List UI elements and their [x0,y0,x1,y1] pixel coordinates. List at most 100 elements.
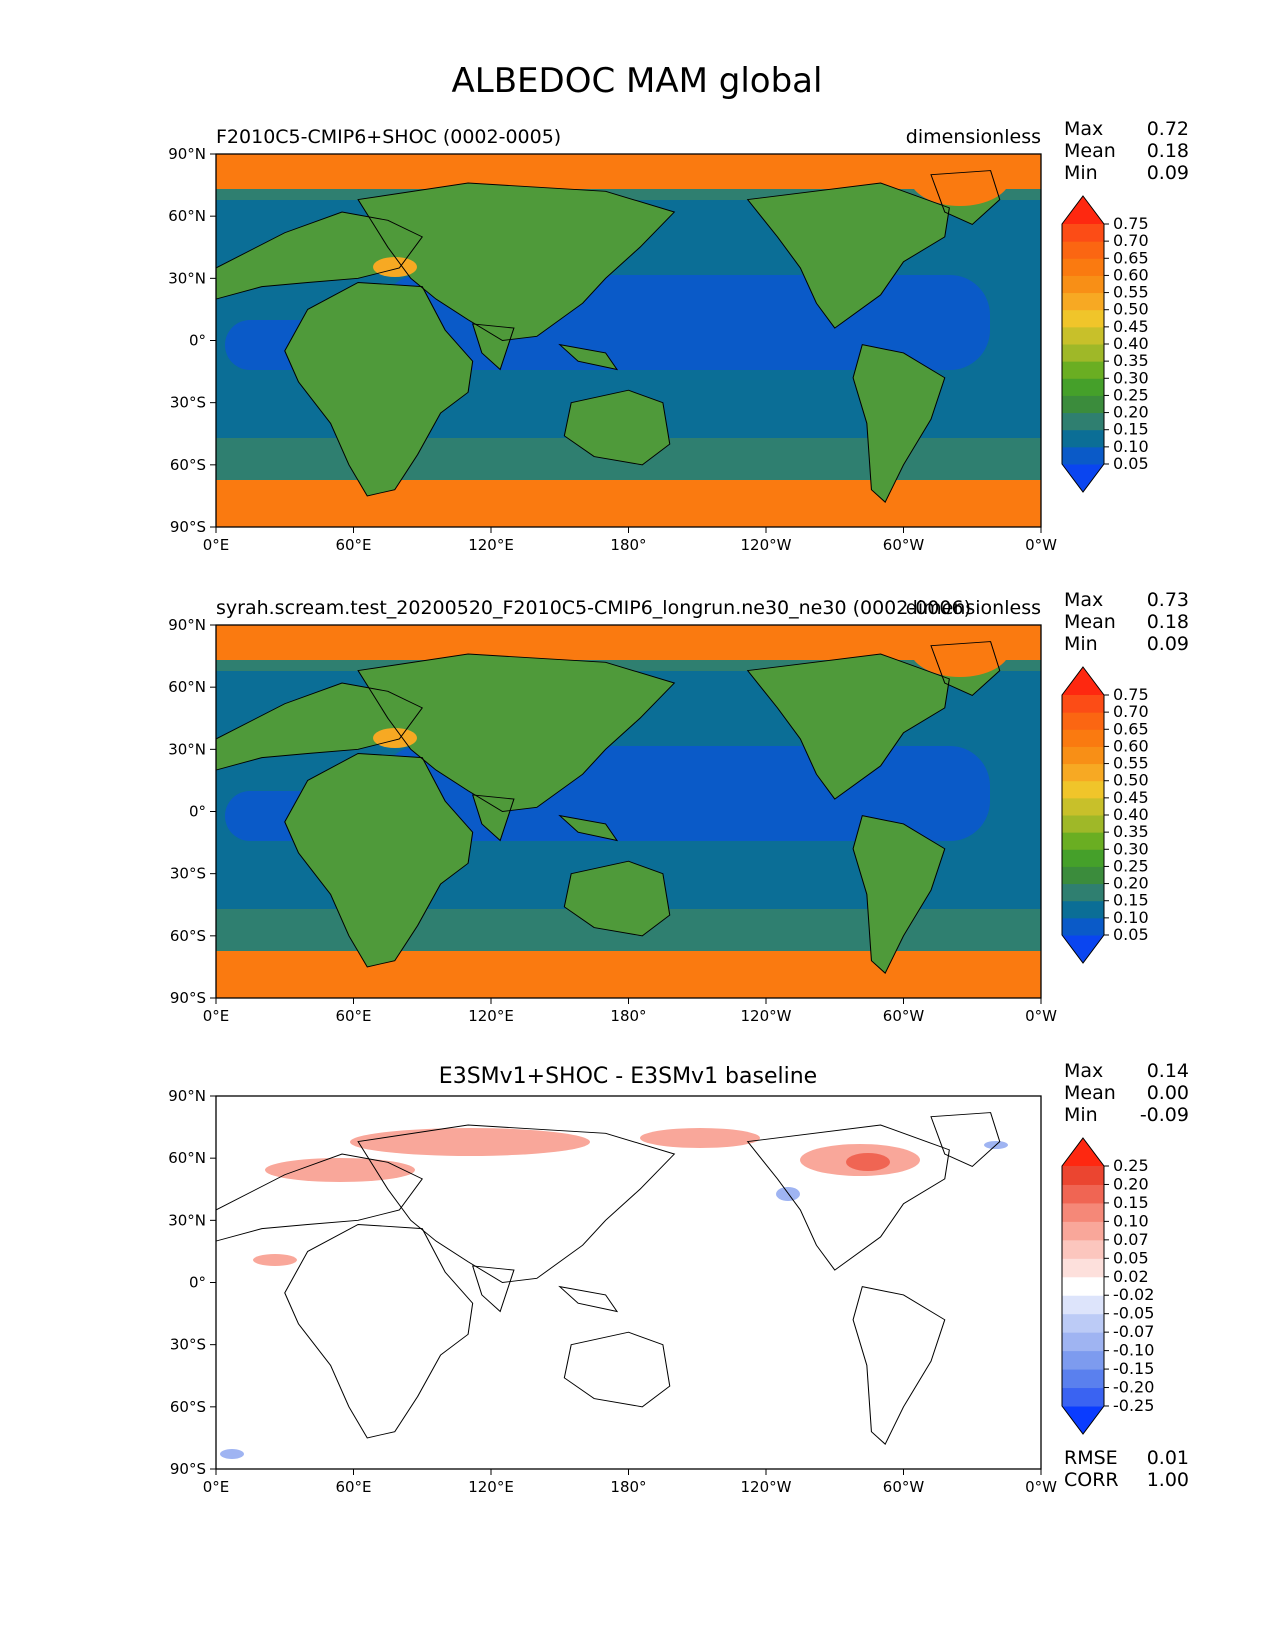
colorbar-tick-label: 0.20 [1113,403,1149,422]
colorbar-segment [1062,780,1104,799]
colorbar-segment [1062,1313,1104,1333]
figure-title: ALBEDOC MAM global [452,61,823,101]
y-tick-label: 60°N [168,678,206,696]
colorbar-tick-label: -0.05 [1113,1304,1154,1323]
y-tick-label: 90°N [168,616,206,634]
y-ticks-1: 90°N 60°N 30°N 0° 30°S 60°S 90°S [168,145,216,536]
x-tick-label: 60°W [883,536,925,554]
colorbar-segment [1062,292,1104,311]
colorbar-2: 0.050.100.150.200.250.300.350.400.450.50… [1061,666,1149,964]
min-value-3: -0.09 [1140,1104,1189,1126]
x-tick-label: 60°E [335,1007,371,1025]
colorbar-tick-label: 0.75 [1113,685,1149,704]
mean-value-3: 0.00 [1147,1082,1189,1104]
colorbar-segment [1062,1239,1104,1259]
x-tick-label: 60°W [883,1478,925,1496]
stats-2: Max 0.73 Mean 0.18 Min 0.09 [1064,589,1189,655]
y-tick-label: 30°N [168,1211,206,1229]
panel-2: syrah.scream.test_20200520_F2010C5-CMIP6… [168,589,1189,1025]
y-tick-label: 60°N [168,1149,206,1167]
x-tick-label: 120°E [468,1007,514,1025]
y-ticks-3: 90°N 60°N 30°N 0° 30°S 60°S 90°S [168,1087,216,1478]
max-value-1: 0.72 [1147,118,1189,140]
colorbar-segment [1062,746,1104,765]
mean-label-1: Mean [1064,140,1116,162]
min-label-1: Min [1064,162,1098,184]
stats-3: Max 0.14 Mean 0.00 Min -0.09 RMSE 0.01 C… [1064,1060,1189,1491]
colorbar-tick-label: 0.05 [1113,1248,1149,1267]
y-tick-label: 0° [189,332,206,350]
mean-value-1: 0.18 [1147,140,1189,162]
colorbar-tick-label: 0.15 [1113,891,1149,910]
colorbar-segment [1062,866,1104,885]
y-tick-label: 60°S [170,1398,206,1416]
x-tick-label: 180° [610,1478,646,1496]
mean-label-3: Mean [1064,1082,1116,1104]
colorbar-extend-high [1062,196,1104,224]
colorbar-segment [1062,1184,1104,1204]
y-tick-label: 90°S [170,1460,206,1478]
max-label-2: Max [1064,589,1103,611]
colorbar-segment [1062,344,1104,362]
colorbar-segment [1062,1369,1104,1389]
colorbar-segment [1062,815,1104,833]
map-field-1 [216,154,1041,527]
x-tick-label: 0°E [203,1478,230,1496]
y-tick-label: 30°S [170,865,206,883]
colorbar-segment [1062,832,1104,850]
colorbar-segment [1062,695,1104,713]
y-tick-label: 0° [189,1274,206,1292]
colorbar-tick-label: 0.75 [1113,214,1149,233]
x-tick-label: 60°E [335,1478,371,1496]
colorbar-tick-label: 0.70 [1113,231,1149,250]
y-ticks-2: 90°N 60°N 30°N 0° 30°S 60°S 90°S [168,616,216,1007]
colorbar-1: 0.050.100.150.200.250.300.350.400.450.50… [1061,195,1149,493]
x-tick-label: 0°E [203,536,230,554]
colorbar-segment [1062,361,1104,379]
colorbar-segment [1062,395,1104,414]
max-value-2: 0.73 [1147,589,1189,611]
colorbar-segment [1062,1332,1104,1352]
colorbar-tick-label: 0.05 [1113,454,1149,473]
y-tick-label: 60°N [168,207,206,225]
colorbar-tick-label: 0.45 [1113,788,1149,807]
colorbar-tick-label: 0.30 [1113,839,1149,858]
colorbar-tick-label: 0.55 [1113,283,1149,302]
colorbar-extend-low [1062,1406,1104,1434]
colorbar-segment [1062,446,1104,465]
x-ticks-3: 0°E 60°E 120°E 180° 120°W 60°W 0°W [203,1469,1057,1496]
colorbar-tick-label: 0.10 [1113,437,1149,456]
mean-label-2: Mean [1064,611,1116,633]
x-ticks-2: 0°E 60°E 120°E 180° 120°W 60°W 0°W [203,998,1057,1025]
stats-1: Max 0.72 Mean 0.18 Min 0.09 [1064,118,1189,184]
colorbar-segment [1062,309,1104,328]
x-tick-label: 120°E [468,536,514,554]
colorbar-segment [1062,917,1104,936]
colorbar-extend-low [1062,464,1104,492]
panel-2-units: dimensionless [906,597,1041,619]
colorbar-segment [1062,241,1104,259]
colorbar-segment [1062,1202,1104,1222]
colorbar-segment [1062,1166,1104,1185]
colorbar-tick-label: 0.05 [1113,925,1149,944]
colorbar-tick-label: 0.40 [1113,805,1149,824]
x-tick-label: 60°E [335,536,371,554]
colorbar-segment [1062,378,1104,396]
colorbar-segment [1062,1276,1104,1296]
colorbar-tick-label: -0.07 [1113,1322,1154,1341]
colorbar-tick-label: 0.07 [1113,1230,1149,1249]
corr-label: CORR [1064,1469,1119,1491]
colorbar-tick-label: 0.70 [1113,702,1149,721]
colorbar-tick-label: 0.10 [1113,908,1149,927]
colorbar-segment [1062,275,1104,294]
colorbar-tick-label: 0.60 [1113,265,1149,284]
y-tick-label: 30°S [170,394,206,412]
colorbar-segment [1062,258,1104,276]
y-tick-label: 0° [189,803,206,821]
colorbar-tick-label: 0.25 [1113,385,1149,404]
colorbar-segment [1062,1350,1104,1370]
colorbar-tick-label: 0.02 [1113,1267,1149,1286]
panel-1: F2010C5-CMIP6+SHOC (0002-0005) dimension… [168,118,1189,554]
colorbar-tick-label: 0.15 [1113,420,1149,439]
